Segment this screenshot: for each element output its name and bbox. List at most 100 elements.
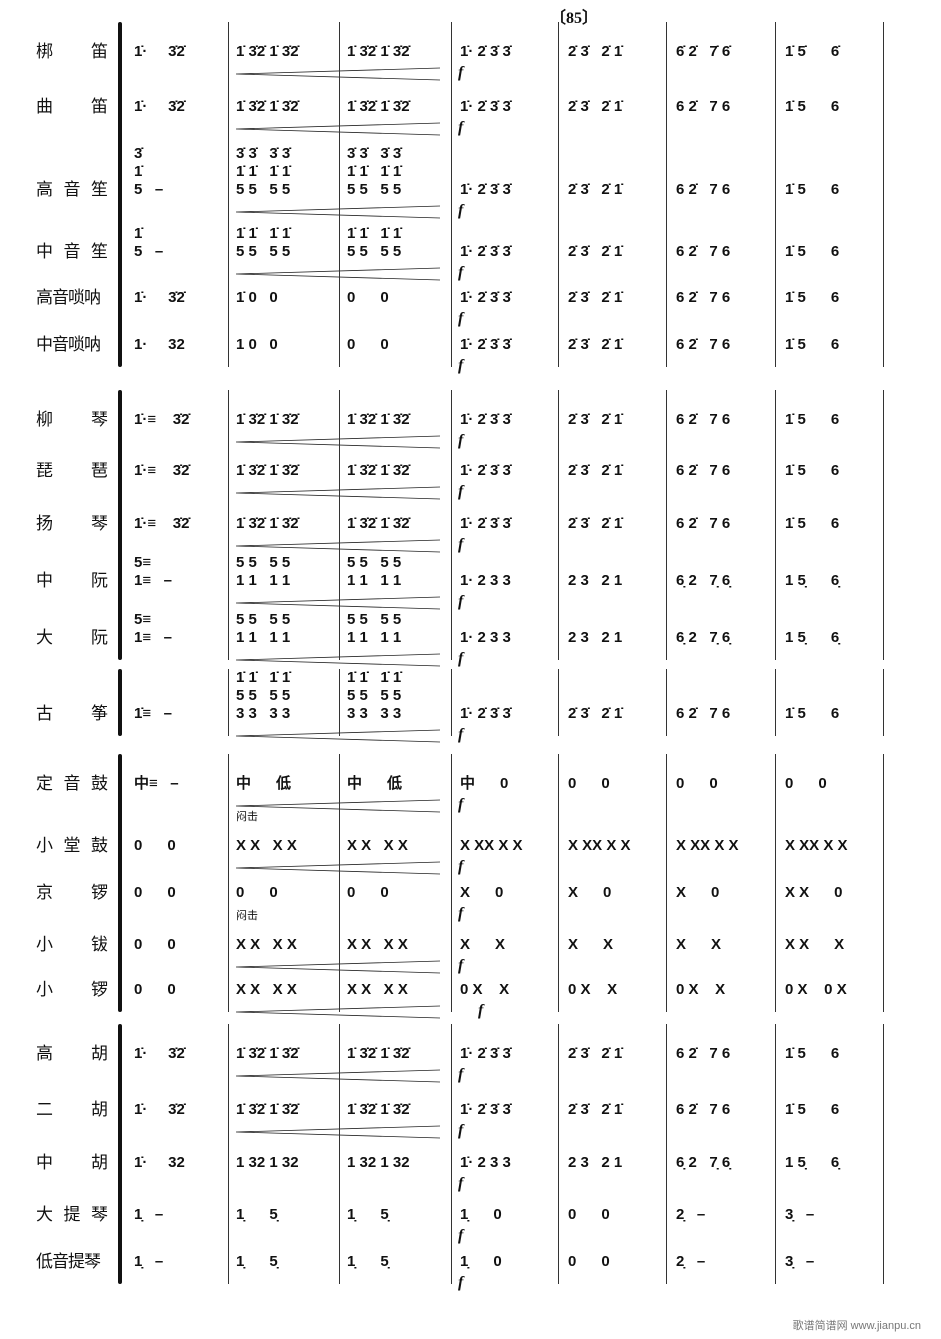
measure: 1̇· 2̇ 3̇ 3̇ [460,43,511,60]
measure: 1̇·≡ 3̇2̇ [134,411,190,428]
measure: 6 2̇ 7 6 [676,462,731,479]
measure: 1̇ 3̇2̇ 1̇ 3̇2̇ [236,1101,299,1118]
barline [228,754,229,1012]
measure: 1̇ 5 6 [785,181,840,198]
dynamic-forte: f [458,64,464,81]
measure: X XX X X [568,837,631,854]
measure: 1̇ 1̇ 1̇ 1̇ 5 5 5 5 [236,225,291,260]
instrument-label: 京 锣 [36,883,108,903]
measure: 1̣ 5̣ [347,1253,389,1270]
measure: 6̣ 2 7̣ 6̣ [676,1154,731,1171]
instrument-label: 高 胡 [36,1044,108,1064]
crescendo-hairpin [235,653,441,667]
measure: 1̇· 3̇2̇ [134,1101,185,1118]
crescendo-hairpin [235,1069,441,1083]
instrument-label: 小 锣 [36,980,108,1000]
measure: 1· 32 [134,336,185,353]
dynamic-forte: f [458,483,464,500]
instrument-label: 高音唢呐 [36,288,101,308]
dynamic-forte: f [458,796,464,813]
crescendo-hairpin [235,861,441,875]
measure: 5≡ 1≡ – [134,554,172,589]
measure: 1 5̣ 6̣ [785,629,840,646]
crescendo-hairpin [235,122,441,136]
barline [775,390,776,660]
measure: 0 0 [676,775,718,792]
measure: 1̇· 2̇ 3̇ 3̇ [460,515,511,532]
measure: 1̇ 1̇ 1̇ 1̇ 5 5 5 5 3 3 3 3 [347,669,402,722]
muffled-stroke-annotation: 闷击 [236,909,258,922]
measure: 5≡ 1≡ – [134,611,172,646]
measure: 2 3 2 1 [568,1154,623,1171]
dynamic-forte: f [458,905,464,922]
measure: 2̇ 3̇ 2̇ 1̇ [568,1101,623,1118]
barline [666,22,667,367]
measure: 3̇ 3̇ 3̇ 3̇ 1̇ 1̇ 1̇ 1̇ 5 5 5 5 [236,145,291,198]
bracket [118,390,122,660]
measure: 6 2̇ 7 6 [676,181,731,198]
measure: 1̇· 2̇ 3̇ 3̇ [460,462,511,479]
measure: 1̇ 5 6 [785,411,840,428]
barline [883,390,884,660]
measure: 0 0 [347,884,389,901]
measure: 1̇ 5 6 [785,289,840,306]
measure: 1̇ 5 6 [785,243,840,260]
measure: 5 5 5 5 1 1 1 1 [347,611,402,646]
crescendo-hairpin [235,1125,441,1139]
measure: 3̣ – [785,1206,815,1223]
measure: 0 0 [785,775,827,792]
measure: 1̇ 3̇2̇ 1̇ 3̇2̇ [347,43,410,60]
barline [339,754,340,1012]
crescendo-hairpin [235,435,441,449]
measure: 2̇ 3̇ 2̇ 1̇ [568,43,623,60]
measure: 0 0 [134,936,176,953]
measure: 3̇ 3̇ 3̇ 3̇ 1̇ 1̇ 1̇ 1̇ 5 5 5 5 [347,145,402,198]
measure: 中 低 [236,775,292,792]
barline [883,22,884,367]
measure: 2̇ 3̇ 2̇ 1̇ [568,411,623,428]
measure: 1̇ 3̇2̇ 1̇ 3̇2̇ [347,1101,410,1118]
crescendo-hairpin [235,486,441,500]
measure: 1̇· 2̇ 3̇ 3̇ [460,1101,511,1118]
measure: 2̇ 3̇ 2̇ 1̇ [568,289,623,306]
measure: 2̇ 3̇ 2̇ 1̇ [568,462,623,479]
instrument-label: 琵 琶 [36,461,108,481]
measure: 3̣ – [785,1253,815,1270]
measure: 1̣ – [134,1253,164,1270]
measure: 5 5 5 5 1 1 1 1 [236,611,291,646]
crescendo-hairpin [235,799,441,813]
dynamic-forte: f [458,310,464,327]
barline [228,390,229,660]
measure: 1̇ 5 6 [785,705,840,722]
barline [339,1024,340,1284]
measure: X XX X X [460,837,523,854]
measure: 2̇ 3̇ 2̇ 1̇ [568,336,623,353]
measure: 1̇ 3̇2̇ 1̇ 3̇2̇ [236,411,299,428]
measure: X X X X [347,981,408,998]
barline [228,669,229,736]
measure: 1̇ 1̇ 1̇ 1̇ 5 5 5 5 [347,225,402,260]
dynamic-forte: f [458,957,464,974]
measure: 1̣ 5̣ [236,1206,278,1223]
measure: 0 0 [347,336,389,353]
measure: 1̣ – [134,1206,164,1223]
instrument-label: 扬 琴 [36,514,108,534]
crescendo-hairpin [235,596,441,610]
measure: 1̇ 3̇2̇ 1̇ 3̇2̇ [236,515,299,532]
measure: 0 0 [236,884,278,901]
barline [558,754,559,1012]
measure: 6̣ 2 7̣ 6̣ [676,572,731,589]
measure: 1̇· 3̇2̇ [134,289,185,306]
measure: 2̇ 3̇ 2̇ 1̇ [568,515,623,532]
barline [558,669,559,736]
measure: 1̣ 0 [460,1206,502,1223]
dynamic-forte: f [478,1002,484,1019]
measure: X X [676,936,722,953]
measure: 2̇ 3̇ 2̇ 1̇ [568,705,623,722]
dynamic-forte: f [458,1066,464,1083]
measure: 1 32 1 32 [347,1154,410,1171]
measure: 1̇ 3̇2̇ 1̇ 3̇2̇ [347,515,410,532]
barline [558,390,559,660]
crescendo-hairpin [235,960,441,974]
instrument-label: 二 胡 [36,1100,108,1120]
